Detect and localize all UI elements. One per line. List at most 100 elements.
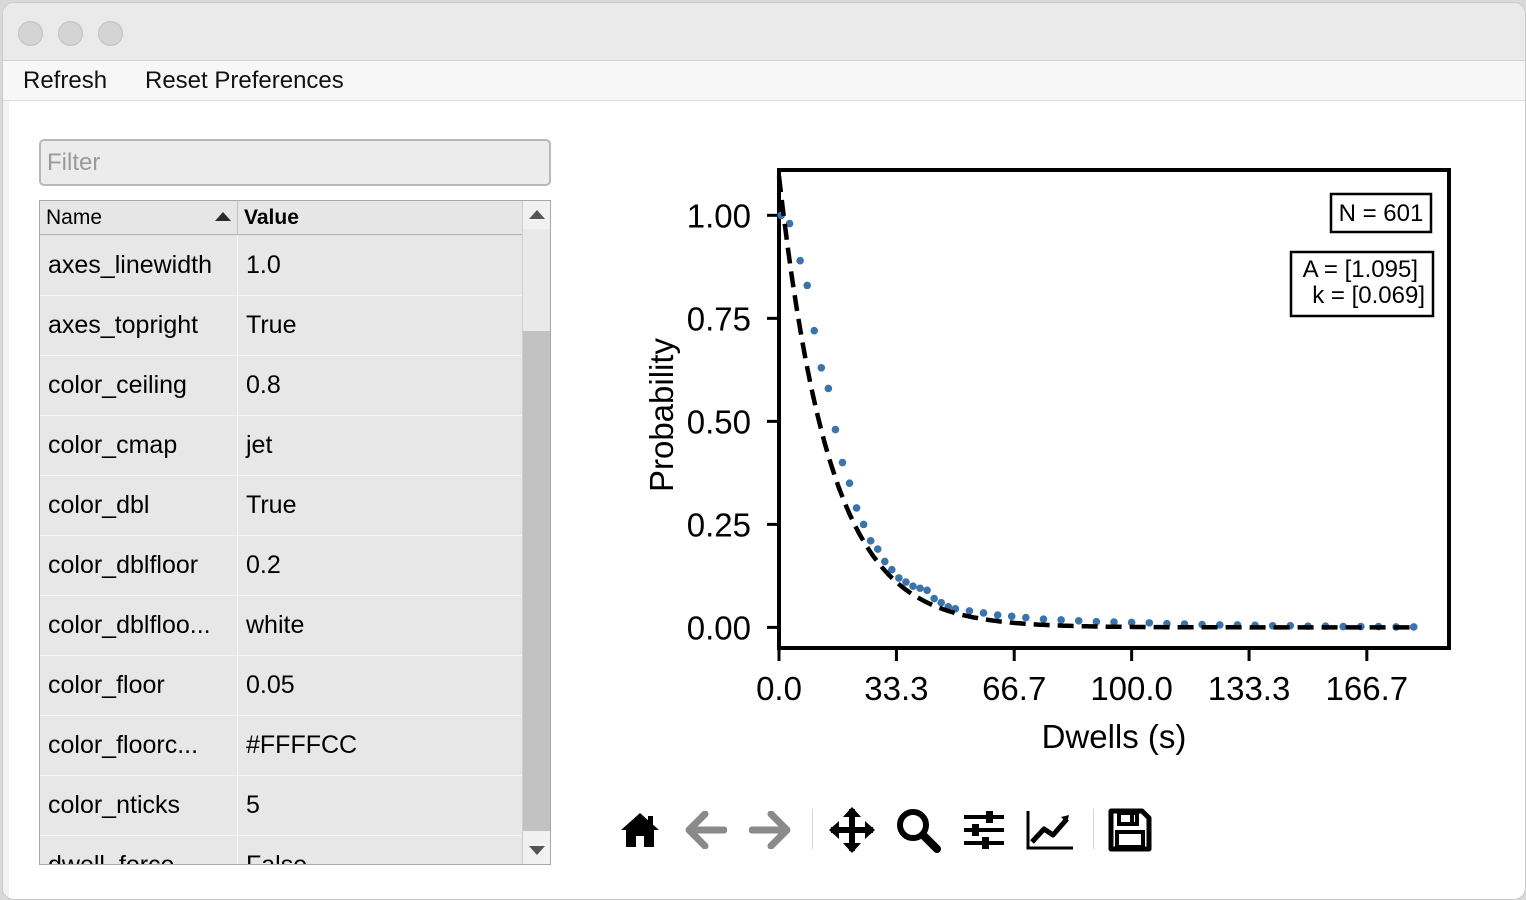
data-point <box>810 326 819 335</box>
data-point <box>1057 616 1065 624</box>
row-value-cell[interactable]: True <box>246 491 297 519</box>
table-body: axes_linewidth 1.0 axes_topright True color_… <box>40 236 522 865</box>
forward-button[interactable] <box>743 803 797 857</box>
n-annotation-box <box>1329 192 1433 234</box>
column-header-name-label: Name <box>46 206 103 229</box>
row-name-cell[interactable]: dwell_force... <box>40 836 238 864</box>
zoom-button[interactable] <box>891 803 945 857</box>
row-name-cell[interactable]: color_floor <box>40 656 238 716</box>
row-name-cell[interactable]: color_dbl <box>40 476 238 536</box>
x-tick-label: 166.7 <box>1326 670 1409 707</box>
dwell-time-plot[interactable]: 0.00 0.25 0.50 0.75 1.00 0.0 33.3 66.7 100.0 133… <box>623 153 1483 773</box>
table-row[interactable]: color_nticks 5 <box>40 776 522 836</box>
row-name-cell[interactable]: color_cmap <box>40 416 238 476</box>
data-point <box>838 458 847 467</box>
configure-subplots-button[interactable] <box>957 803 1011 857</box>
menu-bar: Refresh Reset Preferences <box>3 61 1525 101</box>
y-axis-ticks: 0.00 0.25 0.50 0.75 1.00 <box>687 197 779 646</box>
close-window-button[interactable] <box>18 21 43 46</box>
table-row[interactable]: color_dbl True <box>40 476 522 536</box>
edit-curve-icon <box>1026 811 1073 850</box>
table-row[interactable]: color_dblfloor 0.2 <box>40 536 522 596</box>
data-point <box>1039 615 1048 623</box>
pan-button[interactable] <box>825 803 879 857</box>
n-annotation: N = 601 <box>1339 200 1424 227</box>
table-row[interactable]: axes_linewidth 1.0 <box>40 236 522 296</box>
x-tick-label: 33.3 <box>864 670 928 707</box>
table-row[interactable]: color_ceiling 0.8 <box>40 356 522 416</box>
row-name-cell[interactable]: color_nticks <box>40 776 238 836</box>
title-bar <box>3 3 1525 61</box>
sort-ascending-icon <box>215 212 231 221</box>
toolbar-separator <box>812 809 813 849</box>
data-point <box>1007 612 1016 621</box>
toolbar-separator <box>1093 809 1094 849</box>
data-point <box>845 479 854 487</box>
y-tick-label: 0.25 <box>687 506 751 543</box>
x-tick-label: 66.7 <box>982 670 1046 707</box>
pan-icon <box>829 807 875 853</box>
row-name-cell[interactable]: axes_topright <box>40 296 238 356</box>
row-value-cell[interactable]: True <box>246 311 297 339</box>
row-value-cell[interactable]: #FFFFCC <box>246 731 358 759</box>
row-value-cell[interactable]: 0.2 <box>246 551 281 579</box>
home-button[interactable] <box>613 803 667 857</box>
data-point <box>859 520 868 529</box>
reset-preferences-menu-item[interactable]: Reset Preferences <box>145 67 344 94</box>
back-button[interactable] <box>679 803 733 857</box>
subplots-icon <box>964 811 1004 849</box>
table-header: Name Value <box>40 201 522 235</box>
column-header-name[interactable]: Name <box>40 201 238 235</box>
scrollbar-track[interactable] <box>523 331 550 831</box>
row-name-cell[interactable]: color_dblfloo... <box>40 596 238 656</box>
edit-axis-button[interactable] <box>1023 803 1077 857</box>
data-point <box>895 574 903 582</box>
data-point <box>923 586 931 595</box>
data-point <box>1127 618 1136 627</box>
scroll-down-arrow-icon[interactable] <box>529 846 545 855</box>
table-row[interactable]: color_floorc... #FFFFCC <box>40 716 522 776</box>
window-left-edge <box>3 101 9 899</box>
row-value-cell[interactable]: jet <box>246 431 273 459</box>
data-point <box>1110 618 1118 626</box>
scrollbar-thumb[interactable] <box>523 229 550 333</box>
x-axis-label: Dwells (s) <box>1042 718 1187 755</box>
table-row[interactable]: color_dblfloo... white <box>40 596 522 656</box>
row-value-cell[interactable]: False <box>246 851 308 865</box>
data-point <box>979 609 988 617</box>
x-tick-label: 100.0 <box>1090 670 1173 707</box>
table-row[interactable]: color_cmap jet <box>40 416 522 476</box>
table-scrollbar[interactable] <box>522 201 550 864</box>
y-tick-label: 0.00 <box>687 609 751 646</box>
data-point <box>1339 622 1348 631</box>
row-value-cell[interactable]: 5 <box>246 791 260 819</box>
zoom-icon <box>897 809 941 853</box>
table-row[interactable]: dwell_force... False <box>40 836 522 865</box>
row-value-cell[interactable]: 1.0 <box>246 251 281 279</box>
table-row[interactable]: color_floor 0.05 <box>40 656 522 716</box>
row-name-cell[interactable]: color_dblfloor <box>40 536 238 596</box>
forward-arrow-icon <box>749 811 791 849</box>
table-row[interactable]: axes_topright True <box>40 296 522 356</box>
scroll-up-arrow-icon[interactable] <box>529 210 545 219</box>
column-header-value[interactable]: Value <box>238 201 522 235</box>
data-point <box>1074 617 1083 625</box>
zoom-window-button[interactable] <box>98 21 123 46</box>
minimize-window-button[interactable] <box>58 21 83 46</box>
x-axis-ticks: 0.0 33.3 66.7 100.0 133.3 166.7 <box>756 648 1408 707</box>
row-value-cell[interactable]: white <box>246 611 305 639</box>
data-point <box>930 594 938 603</box>
refresh-menu-item[interactable]: Refresh <box>23 67 108 94</box>
row-value-cell[interactable]: 0.8 <box>246 371 281 399</box>
filter-input[interactable] <box>39 139 551 186</box>
row-name-cell[interactable]: color_floorc... <box>40 716 238 776</box>
save-figure-button[interactable] <box>1103 803 1157 857</box>
data-point <box>831 425 840 434</box>
data-point <box>993 611 1002 619</box>
row-name-cell[interactable]: axes_linewidth <box>40 236 238 296</box>
data-point <box>824 384 833 393</box>
row-name-cell[interactable]: color_ceiling <box>40 356 238 416</box>
data-point <box>902 578 910 586</box>
row-value-cell[interactable]: 0.05 <box>246 671 295 699</box>
